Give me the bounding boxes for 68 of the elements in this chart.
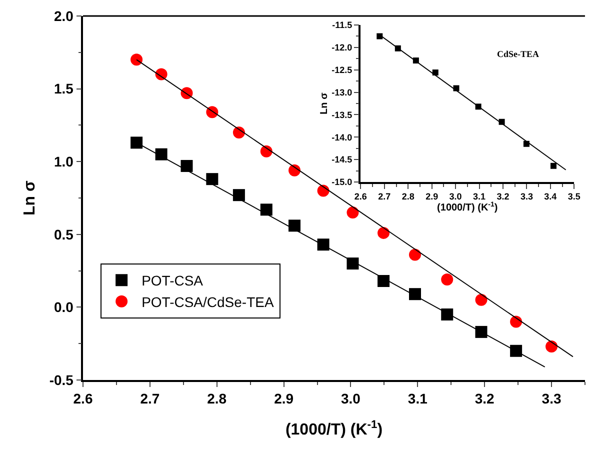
x-tick-label: 2.8 [207, 390, 227, 407]
point [408, 288, 421, 300]
x-tick-label: 2.8 [402, 192, 414, 202]
x-tick-label: 3.1 [473, 192, 486, 202]
point [376, 33, 383, 40]
x-tick-label: 2.9 [426, 192, 438, 202]
y-tick-label: 1.5 [54, 80, 74, 97]
y-tick-label: 0.0 [54, 299, 74, 316]
y-tick-label: -0.5 [49, 372, 74, 388]
point [475, 294, 488, 306]
x-tick-label: 3.3 [520, 192, 533, 202]
point [206, 173, 218, 186]
point [546, 340, 558, 353]
point [510, 344, 522, 357]
y-tick-label: 1.0 [54, 154, 74, 170]
point [155, 148, 168, 160]
point [378, 226, 390, 239]
x-tick-label: 3.2 [496, 192, 510, 202]
legend-label: POT-CSA/CdSe-TEA [142, 294, 274, 310]
y-tick-label: -11.5 [332, 20, 352, 30]
y-tick-label: -15.0 [332, 177, 352, 188]
x-tick-label: 2.7 [140, 390, 160, 407]
x-tick-label: 3.4 [544, 192, 557, 202]
x-tick-label: 3.0 [449, 192, 462, 202]
legend-label: POT-CSA [142, 272, 204, 289]
point [232, 126, 245, 138]
point [378, 274, 390, 287]
y-tick-label: -12.5 [332, 65, 352, 76]
y-tick-label: -13.0 [332, 87, 352, 98]
point [441, 308, 454, 320]
point [346, 206, 359, 219]
y-tick-label: 2.0 [54, 8, 74, 24]
x-tick-label: 3.5 [568, 192, 580, 202]
x-tick-label: 3.3 [542, 390, 562, 407]
y-tick-label: 0.5 [54, 226, 74, 242]
y-tick-label: -14.5 [332, 154, 352, 165]
point [130, 54, 143, 66]
x-tick-label: 2.6 [73, 390, 93, 407]
point [317, 238, 330, 251]
x-tick-label: 2.9 [274, 390, 294, 407]
x-tick-label: 2.6 [354, 192, 367, 202]
point [408, 248, 421, 261]
point [260, 204, 272, 216]
x-tick-label: 3.0 [340, 390, 361, 407]
point [475, 326, 488, 338]
point [317, 184, 330, 197]
point [288, 220, 301, 232]
annotation: CdSe-TEA [497, 49, 540, 59]
x-tick-label: 3.2 [474, 390, 495, 407]
point [130, 136, 143, 149]
y-tick-label: -13.5 [332, 110, 352, 120]
point [550, 162, 556, 169]
point [260, 145, 272, 158]
y-axis-title: Ln σ [319, 92, 330, 114]
x-axis-title: (1000/T) (K$^{-1}$) [285, 419, 383, 439]
x-axis-title: (1000/T) (K$^{-1}$) [437, 202, 498, 214]
point [441, 274, 454, 286]
point [510, 316, 522, 328]
x-tick-label: 3.1 [408, 390, 428, 407]
x-tick-label: 2.7 [378, 192, 391, 202]
y-axis-title: Ln σ [22, 180, 39, 216]
point [432, 70, 438, 76]
point [180, 160, 193, 172]
point [346, 258, 359, 270]
point [232, 189, 245, 202]
y-tick-label: -14.0 [332, 132, 352, 142]
point [288, 164, 301, 176]
y-tick-label: -12.0 [332, 42, 352, 53]
